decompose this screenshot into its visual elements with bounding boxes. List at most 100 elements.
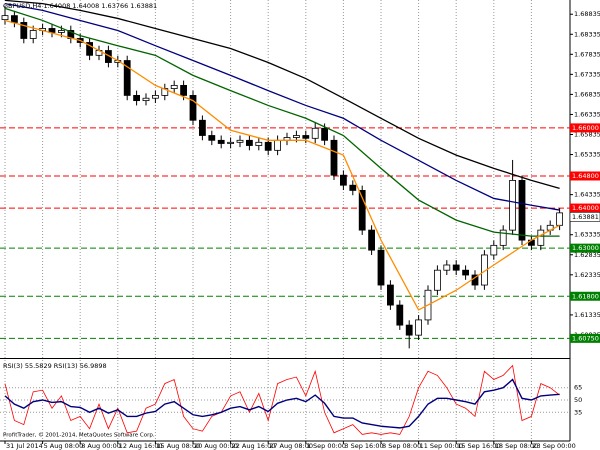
candle-body — [29, 30, 37, 39]
y-tick-label: 1.67335 — [574, 70, 600, 78]
level-label: 1.66000 — [572, 124, 599, 132]
rsi-label: RSI(3) 55.5829 RSI(13) 56.9898 — [3, 362, 107, 370]
candle-body — [236, 139, 244, 143]
y-tick-label: 1.66335 — [574, 110, 600, 118]
candle-body — [518, 180, 526, 241]
candle-body — [20, 22, 28, 39]
level-label-box — [570, 203, 600, 213]
x-tick-label: 15 Aug 08:00 — [156, 442, 200, 450]
candle-body — [180, 84, 188, 96]
candle-body — [255, 141, 263, 146]
candle-body — [292, 135, 300, 138]
candle-body — [208, 135, 216, 141]
level-label-box — [570, 243, 600, 253]
level-label-box — [570, 291, 600, 301]
rsi-line — [4, 378, 560, 429]
last-price-label: 1.63881 — [572, 213, 599, 221]
moving-average — [4, 0, 560, 190]
y-tick-label: 1.62835 — [574, 251, 600, 259]
candle-body — [386, 284, 394, 306]
candle-body — [499, 229, 507, 246]
candle-body — [462, 269, 470, 276]
candle-body — [537, 229, 545, 246]
candle-body — [415, 319, 423, 336]
x-tick-label: 11 Sep 00:00 — [420, 442, 463, 450]
candle-body — [396, 304, 404, 326]
level-label-box — [570, 333, 600, 343]
x-tick-label: 8 Aug 00:00 — [81, 442, 121, 450]
y-tick-label: 1.65835 — [574, 130, 600, 138]
y-tick-label: 1.64335 — [574, 191, 600, 199]
y-tick-label: 1.62335 — [574, 271, 600, 279]
last-price-box — [569, 212, 600, 222]
rsi-tick-label: 65 — [574, 384, 582, 392]
copyright: ProfitTrader, © 2001-2014, MetaQuotes So… — [3, 432, 155, 439]
moving-average — [4, 2, 560, 211]
y-tick-label: 1.63335 — [574, 231, 600, 239]
y-tick-label: 1.67835 — [574, 50, 600, 58]
candle-body — [349, 184, 357, 191]
y-tick-label: 1.61335 — [574, 311, 600, 319]
rsi-tick-label: 35 — [574, 408, 582, 416]
candle-body — [170, 84, 178, 89]
x-tick-label: 23 Sep 00:00 — [532, 442, 575, 450]
candle-body — [452, 264, 460, 271]
candle-body — [321, 127, 329, 141]
labels: 1.608351.613351.618351.623351.628351.633… — [4, 10, 600, 450]
candle-body — [311, 127, 319, 139]
levels — [0, 127, 570, 339]
y-tick-label: 1.68335 — [574, 30, 600, 38]
candle-body — [86, 42, 93, 56]
y-tick-label: 1.68835 — [574, 10, 600, 18]
candle-body — [58, 30, 65, 33]
x-tick-label: 27 Aug 08:00 — [269, 442, 313, 450]
candle-body — [151, 95, 159, 99]
candle-body — [217, 139, 225, 144]
candle-body — [142, 97, 150, 102]
candle-body — [264, 141, 272, 151]
candle-body — [377, 249, 385, 286]
level-label: 1.63000 — [572, 244, 599, 252]
y-tick-label: 1.65335 — [574, 151, 600, 159]
x-tick-label: 5 Aug 08:00 — [44, 442, 84, 450]
x-tick-label: 20 Aug 00:00 — [194, 442, 238, 450]
candle-body — [339, 174, 347, 186]
level-label: 1.60750 — [572, 334, 599, 342]
candle-body — [1, 15, 9, 21]
candle-body — [227, 141, 235, 144]
x-tick-label: 22 Aug 16:00 — [232, 442, 276, 450]
rsi-panel — [0, 364, 570, 435]
candle-body — [358, 190, 366, 231]
candle-body — [405, 324, 413, 336]
chart-title: GBPUSD,H4 1.64008 1.64008 1.63766 1.6388… — [3, 2, 157, 10]
level-label-box — [570, 123, 600, 133]
candles — [1, 5, 563, 349]
candle-body — [133, 95, 141, 102]
x-tick-label: 12 Aug 16:00 — [119, 442, 163, 450]
moving-averages — [4, 0, 560, 311]
candle-body — [330, 139, 338, 176]
rsi-tick-label: 50 — [574, 396, 582, 404]
candle-body — [10, 15, 18, 23]
moving-average — [4, 19, 560, 311]
y-tick-label: 1.66835 — [574, 90, 600, 98]
level-label-box — [570, 171, 600, 181]
x-tick-label: 1 Sep 00:00 — [307, 442, 346, 450]
candle-body — [245, 139, 253, 146]
candle-body — [433, 269, 441, 291]
candle-body — [274, 139, 282, 151]
moving-average — [4, 7, 560, 237]
x-tick-label: 18 Sep 08:00 — [495, 442, 538, 450]
candle-body — [490, 244, 498, 256]
level-label: 1.64000 — [572, 204, 599, 212]
candle-body — [509, 180, 517, 231]
x-tick-label: 15 Sep 16:00 — [457, 442, 500, 450]
candle-body — [302, 135, 310, 139]
x-tick-label: 8 Sep 08:00 — [382, 442, 421, 450]
candle-body — [123, 60, 131, 96]
x-tick-label: 31 Jul 2014 — [6, 442, 43, 450]
x-tick-label: 3 Sep 16:00 — [344, 442, 383, 450]
candle-body — [368, 229, 376, 251]
